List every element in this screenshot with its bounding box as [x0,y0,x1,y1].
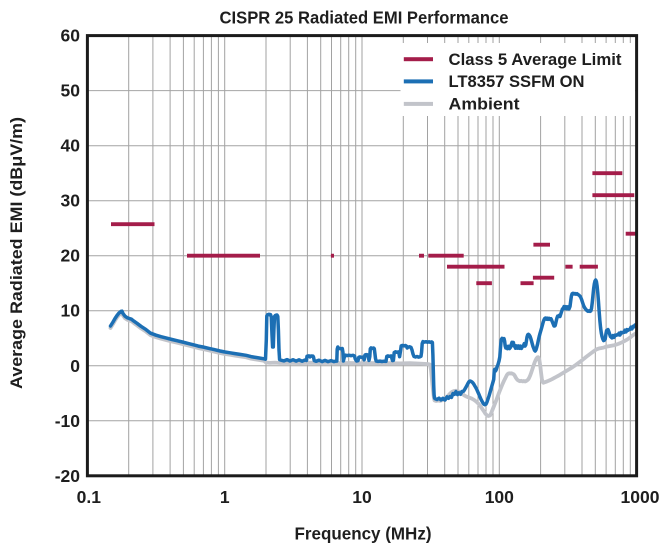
svg-text:0: 0 [70,356,80,376]
svg-text:30: 30 [61,191,81,211]
svg-text:-10: -10 [55,411,81,431]
svg-text:Class 5 Average Limit: Class 5 Average Limit [449,51,623,69]
svg-text:40: 40 [61,136,81,156]
svg-text:1000: 1000 [621,487,660,507]
svg-text:Ambient: Ambient [449,96,521,114]
svg-text:100: 100 [485,487,514,507]
svg-text:LT8357 SSFM ON: LT8357 SSFM ON [449,73,585,91]
svg-text:10: 10 [61,301,81,321]
svg-text:0.1: 0.1 [77,487,102,507]
svg-text:10: 10 [352,487,372,507]
svg-text:1: 1 [220,487,230,507]
svg-text:50: 50 [61,81,81,101]
svg-text:-20: -20 [55,466,81,486]
svg-text:Average Radiated EMI (dBμV/m): Average Radiated EMI (dBμV/m) [7,117,26,389]
svg-text:Frequency (MHz): Frequency (MHz) [295,524,432,544]
svg-text:20: 20 [61,246,81,266]
svg-text:CISPR 25 Radiated EMI Performa: CISPR 25 Radiated EMI Performance [220,8,509,28]
svg-text:60: 60 [61,26,81,46]
